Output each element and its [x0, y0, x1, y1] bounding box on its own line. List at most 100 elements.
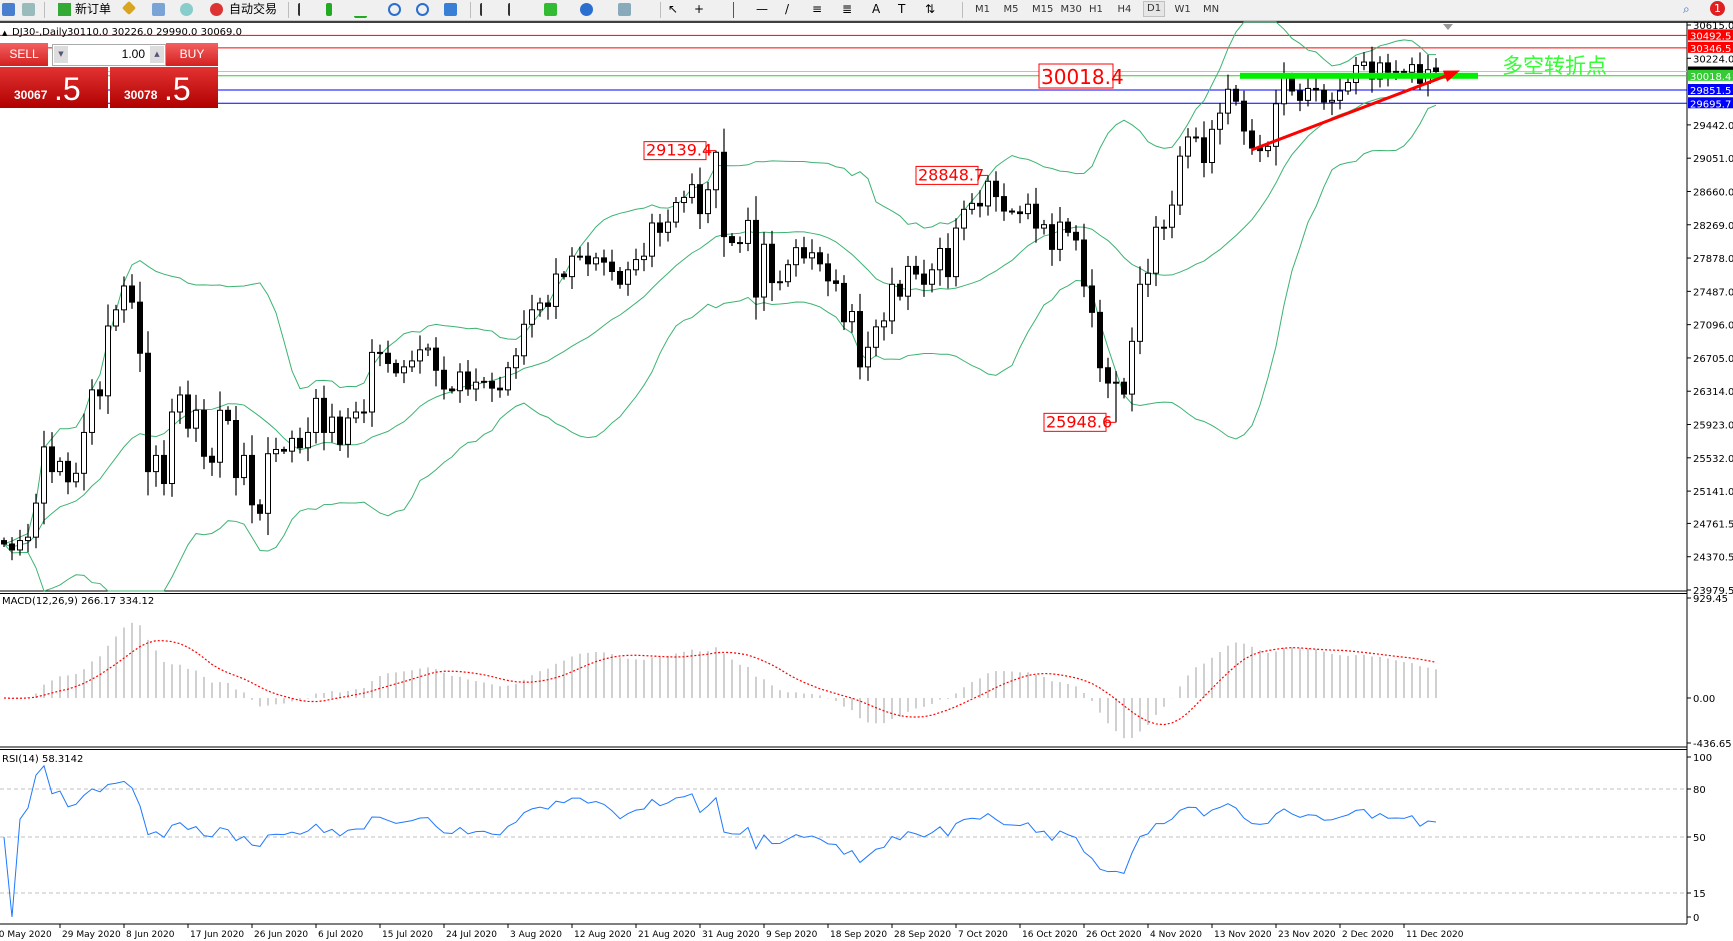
candle[interactable] — [113, 304, 119, 331]
candle[interactable] — [761, 232, 767, 311]
timeframe-d1[interactable]: D1 — [1143, 1, 1166, 17]
candle[interactable] — [169, 398, 175, 497]
candle[interactable] — [617, 267, 623, 289]
candle[interactable] — [457, 363, 463, 403]
candle[interactable] — [1001, 183, 1007, 221]
trendline-icon[interactable]: / — [785, 2, 790, 16]
zoom-out-icon[interactable] — [416, 3, 429, 16]
buy-button[interactable]: BUY — [166, 43, 218, 66]
candle[interactable] — [841, 275, 847, 331]
collapse-triangle-icon[interactable]: ▲ — [2, 29, 8, 37]
candle[interactable] — [1, 537, 7, 548]
timeframe-w1[interactable]: W1 — [1174, 4, 1191, 15]
candle[interactable] — [729, 233, 735, 247]
chart-shift-icon[interactable] — [508, 3, 523, 16]
candle[interactable] — [977, 190, 983, 218]
candle[interactable] — [1129, 327, 1135, 412]
candle[interactable] — [25, 523, 31, 553]
candle[interactable] — [809, 239, 815, 270]
timeframe-m30[interactable]: M30 — [1060, 4, 1082, 15]
sell-button[interactable]: SELL — [0, 43, 48, 66]
price-label-box[interactable] — [915, 165, 979, 185]
candle[interactable] — [825, 253, 831, 297]
candle[interactable] — [553, 258, 559, 319]
candle[interactable] — [209, 447, 215, 476]
candle[interactable] — [673, 197, 679, 228]
candle[interactable] — [1329, 92, 1335, 116]
candle[interactable] — [1217, 103, 1223, 145]
candle[interactable] — [1233, 84, 1239, 106]
candle[interactable] — [1081, 223, 1087, 298]
text-icon[interactable]: ≣ — [842, 2, 853, 16]
timeframe-m5[interactable]: M5 — [1003, 4, 1019, 15]
candle[interactable] — [369, 339, 375, 427]
candle[interactable] — [265, 437, 271, 536]
candle[interactable] — [1041, 219, 1047, 235]
cursor-icon[interactable]: ↖ — [668, 2, 679, 16]
chart-shift-marker-icon[interactable] — [1443, 24, 1453, 30]
timeframe-m15[interactable]: M15 — [1032, 4, 1054, 15]
candle[interactable] — [609, 249, 615, 281]
candle[interactable] — [1169, 190, 1175, 239]
candle[interactable] — [1409, 57, 1415, 83]
candle[interactable] — [1017, 205, 1023, 224]
candle[interactable] — [129, 274, 135, 309]
candle[interactable] — [585, 242, 591, 277]
candle[interactable] — [377, 344, 383, 367]
candle[interactable] — [449, 386, 455, 394]
candle[interactable] — [1121, 377, 1127, 399]
candle[interactable] — [57, 457, 63, 476]
candle[interactable] — [465, 360, 471, 396]
candle[interactable] — [481, 376, 487, 389]
candle[interactable] — [401, 360, 407, 384]
candle[interactable] — [641, 242, 647, 272]
candle[interactable] — [745, 207, 751, 252]
candle[interactable] — [897, 279, 903, 301]
candle[interactable] — [817, 246, 823, 272]
candle[interactable] — [801, 236, 807, 264]
candle[interactable] — [1345, 78, 1351, 95]
candle[interactable] — [881, 312, 887, 341]
candle[interactable] — [329, 403, 335, 443]
candle[interactable] — [321, 385, 327, 451]
candle[interactable] — [489, 372, 495, 402]
candle[interactable] — [649, 213, 655, 268]
candle[interactable] — [937, 237, 943, 286]
candle[interactable] — [985, 175, 991, 216]
candle[interactable] — [1361, 52, 1367, 71]
candle[interactable] — [1105, 357, 1111, 399]
market-icon[interactable] — [152, 3, 165, 16]
candle[interactable] — [1313, 75, 1319, 102]
candle[interactable] — [281, 446, 287, 454]
price-label-box[interactable] — [1038, 63, 1114, 89]
candle[interactable] — [121, 276, 127, 323]
candle[interactable] — [241, 442, 247, 486]
candle[interactable] — [353, 401, 359, 424]
candle[interactable] — [769, 230, 775, 302]
candle[interactable] — [105, 304, 111, 414]
candle[interactable] — [393, 359, 399, 377]
candle[interactable] — [681, 190, 687, 213]
timeframe-h1[interactable]: H1 — [1089, 4, 1103, 15]
trend-arrow-line[interactable] — [1251, 72, 1453, 152]
candle[interactable] — [913, 255, 919, 280]
candle[interactable] — [9, 537, 15, 561]
candle[interactable] — [1241, 90, 1247, 145]
lot-decrease-button[interactable]: ▼ — [54, 46, 68, 63]
candle[interactable] — [921, 259, 927, 297]
candle[interactable] — [305, 417, 311, 462]
candle[interactable] — [1145, 258, 1151, 298]
candle[interactable] — [505, 361, 511, 396]
arrows-icon[interactable]: T — [898, 2, 906, 16]
candle[interactable] — [1137, 266, 1143, 355]
candle[interactable] — [193, 394, 199, 442]
candle[interactable] — [337, 410, 343, 451]
candle[interactable] — [1089, 269, 1095, 328]
candle[interactable] — [1273, 89, 1279, 166]
new-chart-icon[interactable] — [2, 3, 15, 16]
timeframe-m1[interactable]: M1 — [975, 4, 990, 15]
candle[interactable] — [665, 209, 671, 242]
candle[interactable] — [633, 248, 639, 276]
candle[interactable] — [689, 173, 695, 204]
candle[interactable] — [41, 430, 47, 525]
